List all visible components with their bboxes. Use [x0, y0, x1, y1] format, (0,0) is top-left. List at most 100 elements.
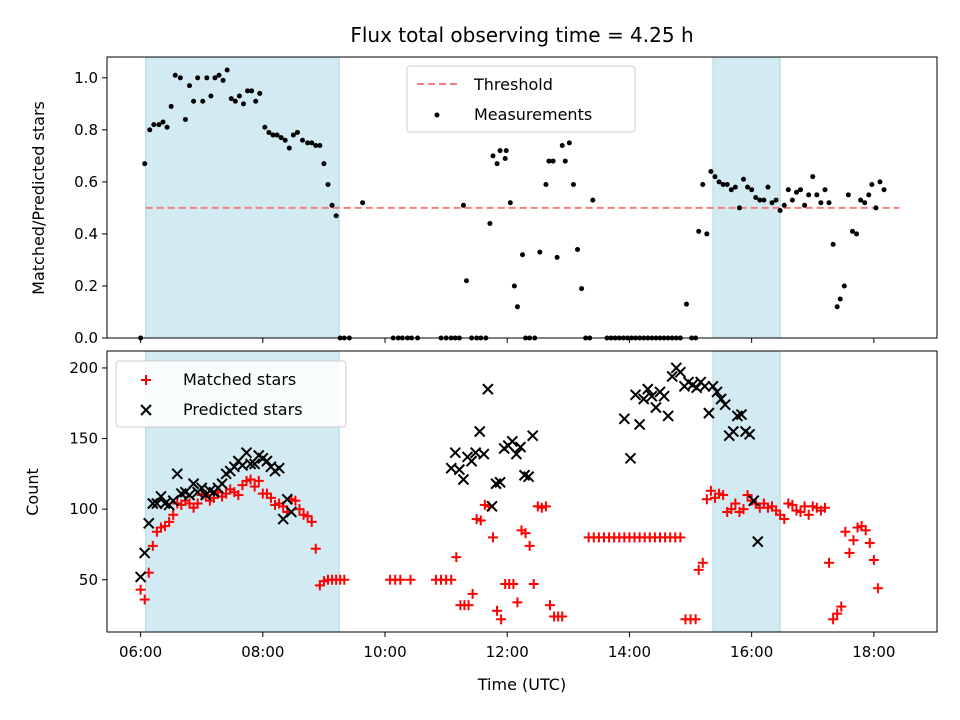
predicted-star-point: [752, 535, 764, 548]
predicted-star-point: [642, 383, 654, 395]
predicted-star-point: [281, 493, 293, 505]
measurement-point: [245, 88, 251, 94]
predicted-star-point: [151, 497, 163, 510]
matched-star-point: [787, 499, 798, 510]
measurement-point: [321, 161, 327, 167]
predicted-star-point: [707, 380, 719, 393]
measurement-point: [798, 187, 804, 193]
predicted-star-point: [143, 517, 155, 529]
predicted-star-point: [743, 428, 756, 441]
matched-star-point: [864, 538, 875, 549]
measurement-point: [208, 93, 214, 99]
legend-measurements-label: Measurements: [474, 105, 592, 124]
measurement-point: [745, 184, 751, 190]
y-tick-label: 0.2: [74, 277, 98, 295]
predicted-star-point: [216, 478, 228, 490]
measurement-point: [866, 192, 872, 198]
measurement-point: [236, 93, 242, 99]
legend-measurements-swatch: [434, 112, 440, 118]
measurement-point: [182, 116, 188, 122]
measurement-point: [757, 197, 763, 203]
measurement-point: [286, 145, 292, 151]
measurement-point: [463, 278, 469, 284]
measurement-point: [220, 77, 226, 83]
matched-star-point: [819, 502, 830, 513]
legend-threshold-label: Threshold: [473, 75, 553, 94]
chart-title: Flux total observing time = 4.25 h: [350, 23, 693, 47]
matched-star-point: [540, 501, 551, 512]
measurement-point: [575, 247, 581, 253]
predicted-star-point: [658, 390, 670, 402]
matched-star-point: [310, 543, 321, 554]
measurement-point: [305, 140, 311, 146]
measurement-point: [826, 200, 832, 206]
matched-star-point: [265, 492, 276, 503]
measurement-point: [704, 231, 710, 237]
measurement-point: [789, 197, 795, 203]
matched-star-point: [245, 474, 256, 485]
measurement-point: [570, 181, 576, 187]
predicted-star-point: [629, 389, 642, 401]
matched-star-point: [872, 583, 883, 594]
predicted-star-point: [196, 482, 208, 494]
matched-star-point: [395, 574, 406, 585]
measurement-point: [732, 184, 738, 190]
matched-star-point: [697, 557, 708, 568]
ratio-y-axis-label: Matched/Predicted stars: [29, 101, 48, 295]
matched-star-point: [824, 557, 835, 568]
measurement-point: [191, 98, 197, 104]
x-tick-label: 08:00: [241, 643, 284, 661]
measurement-point: [249, 88, 255, 94]
matched-star-point: [168, 509, 179, 520]
predicted-star-point: [171, 468, 183, 480]
predicted-star-point: [510, 448, 523, 460]
matched-star-point: [742, 490, 753, 501]
measurement-point: [562, 158, 568, 164]
predicted-star-point: [735, 408, 748, 421]
measurement-point: [204, 75, 210, 81]
measurement-point: [494, 161, 500, 167]
matched-star-point: [405, 574, 416, 585]
y-tick-label: 0.0: [74, 329, 98, 347]
predicted-star-point: [699, 380, 711, 393]
measurement-point: [712, 174, 718, 180]
measurement-point: [186, 83, 192, 89]
y-tick-label: 1.0: [74, 69, 98, 87]
matched-star-point: [192, 498, 203, 509]
predicted-star-point: [478, 448, 490, 460]
y-tick-label: 100: [69, 500, 98, 518]
matched-star-point: [306, 516, 317, 527]
matched-star-point: [233, 490, 244, 501]
predicted-star-point: [674, 366, 687, 378]
legend-matched-label: Matched stars: [183, 370, 296, 389]
legend-matched-swatch: [141, 375, 151, 385]
y-tick-label: 50: [79, 571, 98, 589]
measurement-point: [487, 221, 493, 227]
matched-star-point: [828, 614, 839, 625]
predicted-star-point: [240, 446, 253, 459]
matched-star-point: [451, 552, 462, 563]
predicted-star-point: [715, 393, 727, 405]
measurement-point: [716, 179, 722, 185]
x-tick-label: 12:00: [486, 643, 529, 661]
matched-star-point: [446, 574, 457, 585]
legend-predicted-label: Predicted stars: [183, 400, 303, 419]
measurement-point: [683, 301, 689, 307]
measurement-point: [806, 192, 812, 198]
measurement-point: [497, 148, 503, 154]
measurement-point: [708, 168, 714, 174]
predicted-star-point: [522, 470, 535, 483]
matched-star-point: [487, 532, 498, 543]
y-tick-label: 200: [69, 359, 98, 377]
predicted-star-point: [662, 410, 674, 422]
measurement-point: [781, 202, 787, 208]
measurement-point: [200, 98, 206, 104]
matched-star-point: [844, 547, 855, 558]
matched-star-point: [290, 495, 301, 506]
y-tick-label: 0.6: [74, 173, 98, 191]
measurement-point: [274, 132, 280, 138]
measurement-point: [253, 98, 259, 104]
measurement-point: [834, 304, 840, 310]
measurement-point: [845, 192, 851, 198]
measurement-point: [490, 153, 496, 159]
